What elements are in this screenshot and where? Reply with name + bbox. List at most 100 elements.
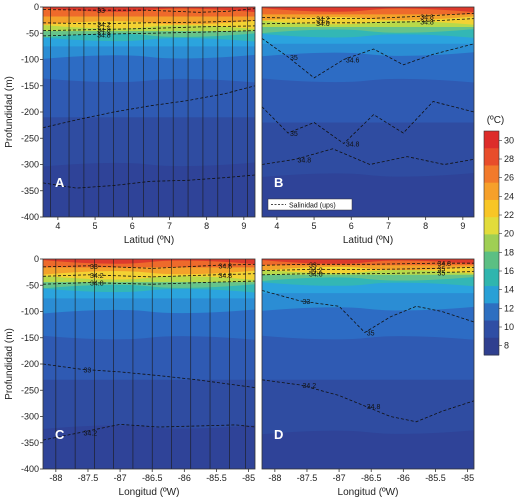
- y-tick-label: -400: [21, 212, 39, 222]
- legend: Salinidad (ups): [267, 198, 353, 211]
- isohaline-line: [43, 363, 255, 388]
- isohaline-label: 34.8: [97, 32, 111, 39]
- colorbar-segment: [484, 165, 499, 184]
- isohaline-label: 34.8: [218, 273, 232, 280]
- isohaline-line: [43, 85, 255, 129]
- isohaline-label: 34.8: [90, 281, 104, 288]
- colorbar-tick-label: 18: [504, 247, 514, 257]
- colorbar-tick-label: 8: [504, 341, 509, 351]
- y-tick-label: -200: [21, 359, 39, 369]
- colorbar-tick-label: 22: [504, 210, 514, 220]
- isohaline-label: 34.8: [420, 14, 434, 21]
- x-tick-label: -87.5: [297, 473, 318, 483]
- isohaline-line: [262, 148, 474, 165]
- x-tick-label: 6: [130, 221, 135, 231]
- colorbar-segment: [484, 268, 499, 287]
- colorbar-tick-label: 30: [504, 135, 514, 145]
- x-tick-label: 7: [386, 221, 391, 231]
- colorbar-tick-label: 16: [504, 266, 514, 276]
- panel-label: A: [55, 175, 65, 190]
- panel-label: C: [55, 427, 65, 442]
- isohaline-label: 35: [290, 55, 298, 62]
- x-axis-label: Longitud (ºW): [119, 487, 180, 498]
- panel-label: D: [274, 427, 283, 442]
- x-tick-label: -87: [114, 473, 127, 483]
- colorbar-segment: [484, 182, 499, 201]
- x-tick-label: -86.5: [142, 473, 163, 483]
- isohaline-label: 34.6: [316, 21, 330, 28]
- isohaline-label: 34.8: [367, 404, 381, 411]
- colorbar-segment: [484, 337, 499, 356]
- colorbar-segment: [484, 286, 499, 304]
- isohaline-label: 34.8: [97, 28, 111, 35]
- isohaline-label: 33: [309, 262, 317, 269]
- x-tick-label: 5: [93, 221, 98, 231]
- colorbar-segment: [484, 217, 499, 235]
- colorbar: (ºC) 30 28 26 24 22 20 18 16 14 12 10 8: [483, 115, 514, 356]
- colorbar-unit: (ºC): [487, 115, 505, 126]
- isohaline-label: 35: [367, 331, 375, 338]
- panel-B: 34.234.6353534.834.834.834.634.8Salinida…: [261, 6, 475, 246]
- x-tick-label: 7: [167, 221, 172, 231]
- plot-frame: [261, 258, 475, 470]
- y-tick-label: -250: [21, 133, 39, 143]
- isohaline-line: [262, 101, 474, 145]
- temperature-band: [262, 7, 474, 13]
- colorbar-segment: [484, 148, 499, 166]
- isohaline-label: 35: [290, 131, 298, 138]
- isohaline-label: 34.8: [437, 261, 451, 268]
- plot-frame: [261, 6, 475, 218]
- isohaline-label: 33: [84, 367, 92, 374]
- y-tick-label: -100: [21, 55, 39, 65]
- isohaline-label: 34.2: [303, 383, 317, 390]
- x-tick-label: -85: [242, 473, 255, 483]
- y-tick-label: -100: [21, 307, 39, 317]
- isohaline-line: [262, 379, 474, 423]
- x-tick-label: -86.5: [361, 473, 382, 483]
- isohaline-label: 34.8: [346, 142, 360, 149]
- y-tick-label: -250: [21, 385, 39, 395]
- x-tick-label: -85.5: [206, 473, 227, 483]
- colorbar-tick-label: 12: [504, 303, 514, 313]
- y-tick-label: -150: [21, 81, 39, 91]
- x-axis-label: Longitud (ºW): [338, 487, 399, 498]
- isohaline-line: [43, 273, 255, 278]
- isohaline-line: [43, 8, 255, 13]
- isohaline-label: 34.2: [90, 273, 104, 280]
- isohaline-line: [262, 290, 474, 334]
- colorbar-segment: [484, 251, 499, 270]
- x-tick-label: -86: [397, 473, 410, 483]
- colorbar-segment: [484, 303, 499, 322]
- temperature-band: [43, 7, 255, 13]
- colorbar-tick-label: 28: [504, 154, 514, 164]
- isohaline-label: 34.8: [309, 272, 323, 279]
- colorbar-tick-label: 10: [504, 322, 514, 332]
- colorbar-segment: [484, 131, 499, 149]
- isohaline-line: [262, 267, 474, 271]
- y-tick-label: 0: [34, 2, 39, 12]
- isohaline-line: [262, 262, 474, 266]
- colorbar-tick-label: 20: [504, 229, 514, 239]
- temperature-band: [43, 259, 255, 265]
- x-axis-label: Latitud (ºN): [343, 235, 393, 246]
- y-tick-label: -400: [21, 464, 39, 474]
- isohaline-line: [43, 263, 255, 269]
- y-tick-label: -50: [26, 28, 39, 38]
- isohaline-label: 34.2: [316, 17, 330, 24]
- x-tick-label: 9: [460, 221, 465, 231]
- y-tick-label: -300: [21, 160, 39, 170]
- isohaline-label: 34.8: [420, 20, 434, 27]
- x-tick-label: -87: [333, 473, 346, 483]
- isohaline-label: 34.2: [97, 22, 111, 29]
- x-tick-label: 4: [55, 221, 60, 231]
- legend-label: Salinidad (ups): [289, 203, 336, 210]
- temperature-band: [262, 259, 474, 265]
- colorbar-segment: [484, 234, 499, 253]
